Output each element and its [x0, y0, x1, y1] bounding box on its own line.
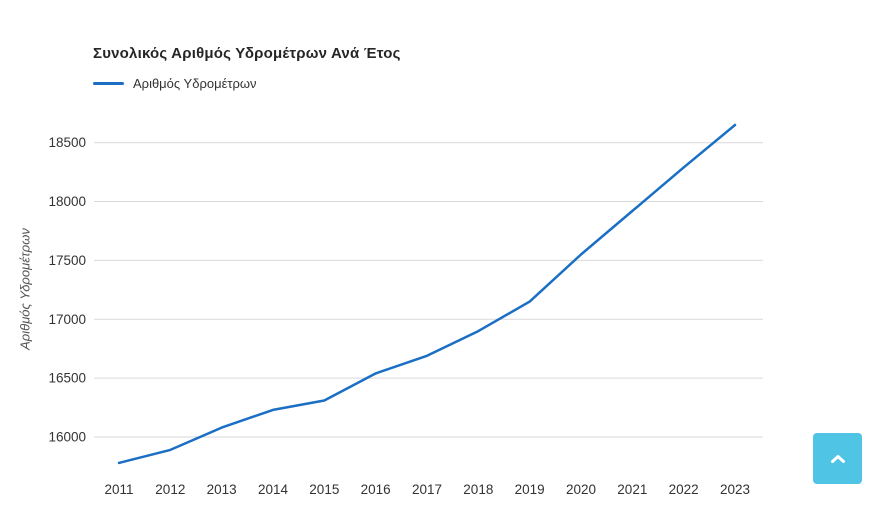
x-tick-label: 2021	[617, 482, 647, 497]
y-tick-label: 16500	[48, 371, 86, 386]
y-tick-label: 18000	[48, 194, 86, 209]
chart-title: Συνολικός Αριθμός Υδρομέτρων Ανά Έτος	[93, 45, 401, 62]
x-tick-label: 2016	[361, 482, 391, 497]
legend-line-icon	[93, 82, 124, 85]
y-tick-label: 17500	[48, 253, 86, 268]
scroll-to-top-button[interactable]	[813, 433, 862, 484]
y-tick-label: 18500	[48, 135, 86, 150]
x-tick-label: 2022	[669, 482, 699, 497]
x-tick-label: 2017	[412, 482, 442, 497]
x-tick-label: 2014	[258, 482, 289, 497]
x-tick-label: 2015	[309, 482, 339, 497]
legend[interactable]: Αριθμός Υδρομέτρων	[93, 76, 257, 91]
series-line	[117, 123, 737, 465]
x-tick-label: 2020	[566, 482, 596, 497]
chevron-up-icon	[830, 454, 845, 463]
x-tick-label: 2019	[515, 482, 545, 497]
legend-label: Αριθμός Υδρομέτρων	[133, 76, 257, 91]
y-tick-label: 16000	[48, 430, 86, 445]
y-tick-label: 17000	[48, 312, 86, 327]
x-tick-label: 2011	[104, 482, 133, 497]
x-tick-label: 2023	[720, 482, 750, 497]
x-tick-label: 2018	[463, 482, 493, 497]
x-tick-label: 2013	[207, 482, 237, 497]
x-tick-label: 2012	[155, 482, 185, 497]
